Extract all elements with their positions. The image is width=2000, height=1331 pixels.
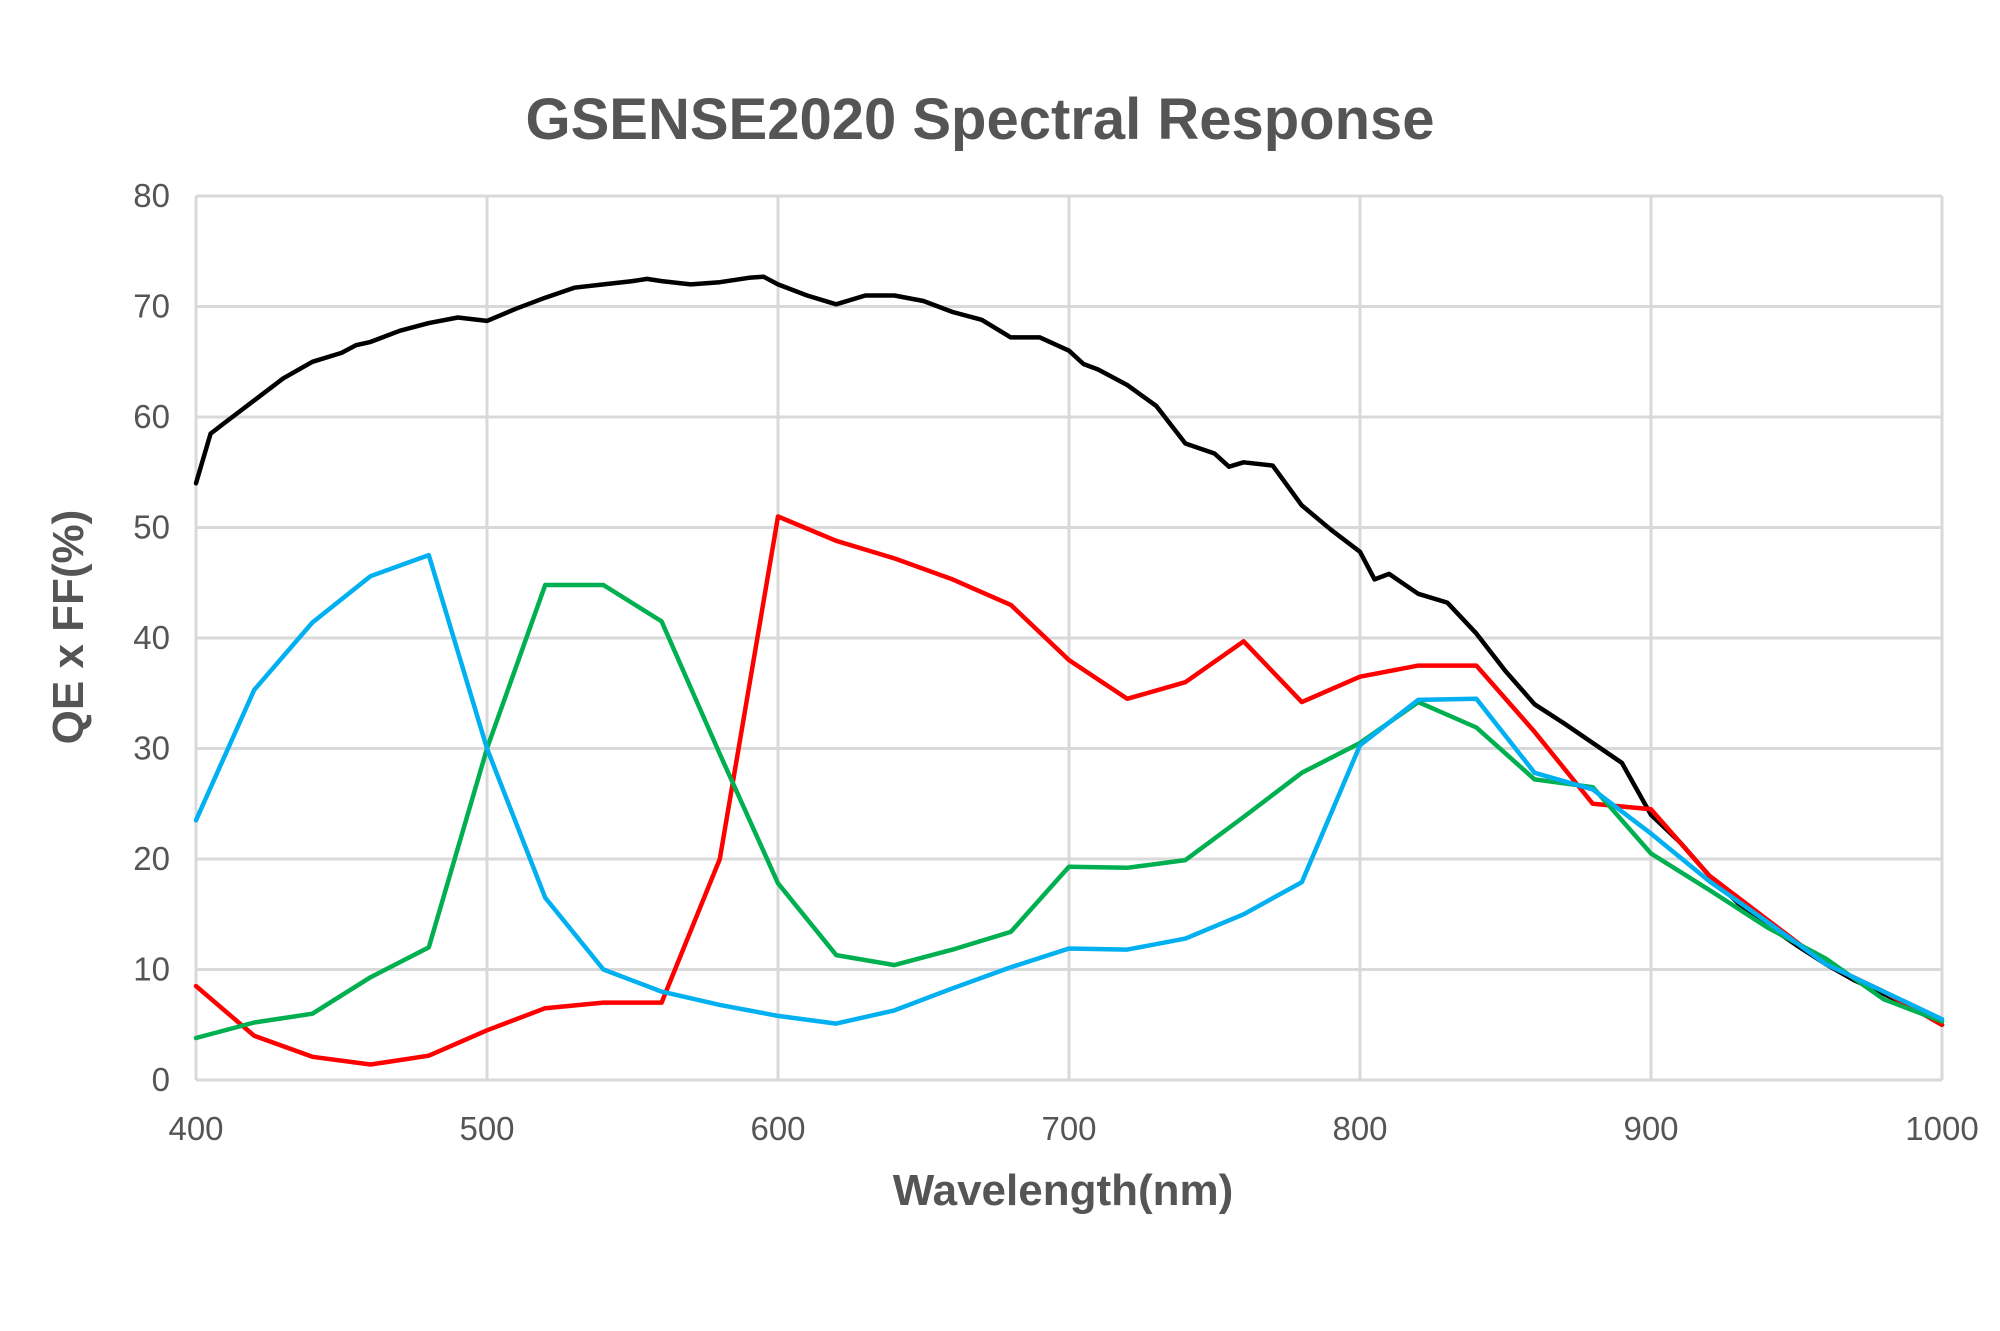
x-tick-label: 900 xyxy=(1623,1110,1678,1147)
y-tick-label: 10 xyxy=(133,951,170,988)
x-tick-label: 500 xyxy=(459,1110,514,1147)
chart-title: GSENSE2020 Spectral Response xyxy=(525,87,1434,152)
data-series xyxy=(193,274,1945,1067)
x-axis-ticks: 400 500 600 700 800 900 1000 xyxy=(168,1110,1978,1147)
gridlines xyxy=(194,194,1944,1082)
y-tick-label: 80 xyxy=(133,177,170,214)
series-line-0 xyxy=(193,274,1945,1028)
y-tick-label: 20 xyxy=(133,840,170,877)
x-tick-label: 600 xyxy=(750,1110,805,1147)
series-line-3 xyxy=(193,552,1945,1026)
y-tick-label: 30 xyxy=(133,730,170,767)
y-tick-label: 60 xyxy=(133,398,170,435)
x-tick-label: 800 xyxy=(1332,1110,1387,1147)
x-tick-label: 400 xyxy=(168,1110,223,1147)
y-axis-ticks: 0 10 20 30 40 50 60 70 80 xyxy=(133,177,170,1098)
series-line-1 xyxy=(193,514,1945,1067)
y-tick-label: 0 xyxy=(152,1061,170,1098)
x-tick-label: 700 xyxy=(1041,1110,1096,1147)
y-tick-label: 70 xyxy=(133,288,170,325)
x-axis-title: Wavelength(nm) xyxy=(893,1166,1234,1215)
y-tick-label: 50 xyxy=(133,509,170,546)
x-tick-label: 1000 xyxy=(1905,1110,1978,1147)
y-tick-label: 40 xyxy=(133,619,170,656)
y-axis-title: QE x FF(%) xyxy=(44,510,93,745)
